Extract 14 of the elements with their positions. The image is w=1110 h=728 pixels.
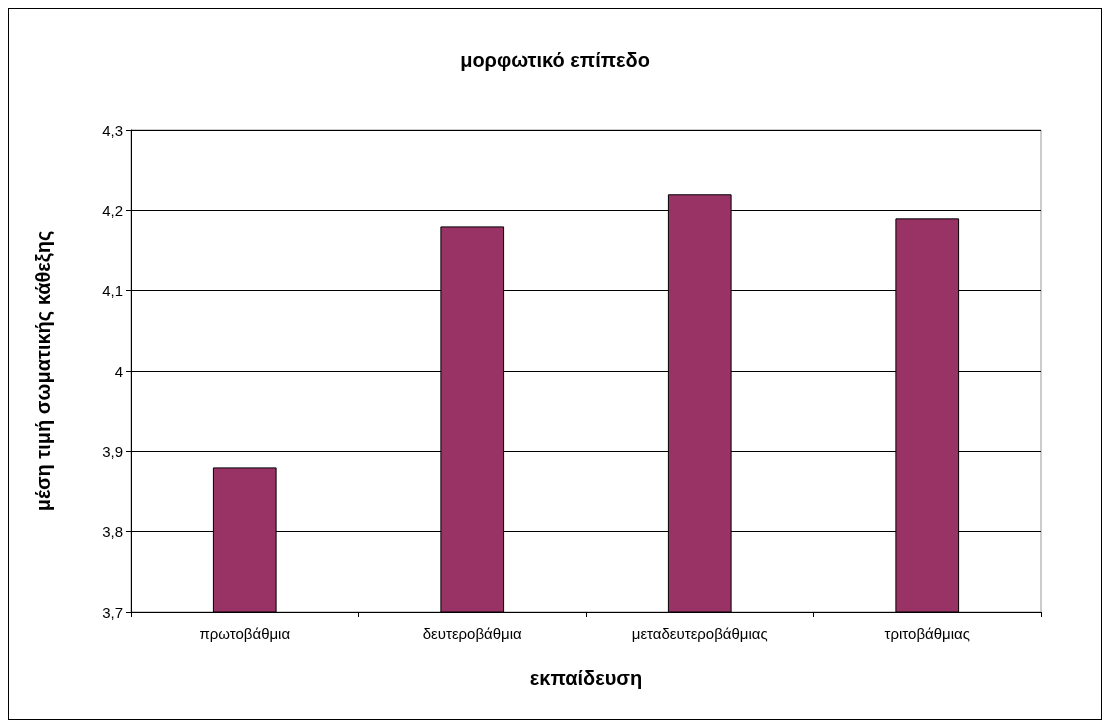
x-tick-label: δευτεροβάθμια bbox=[422, 625, 523, 642]
x-tick-label: τριτοβάθμιας bbox=[884, 625, 970, 642]
x-tick-label: πρωτοβάθμια bbox=[199, 625, 291, 642]
x-tick-label: μεταδευτεροβάθμιας bbox=[631, 625, 768, 642]
y-tick-label: 3,7 bbox=[102, 603, 123, 621]
y-axis-title: μέση τιμή σωματικής κάθεξης bbox=[32, 230, 54, 512]
y-tick-label: 4,3 bbox=[102, 121, 123, 139]
y-tick-label: 4 bbox=[114, 362, 123, 380]
x-axis-title: εκπαίδευση bbox=[529, 667, 643, 689]
y-tick-label: 3,8 bbox=[102, 523, 123, 541]
y-tick-label: 4,2 bbox=[102, 201, 123, 219]
y-tick-label: 3,9 bbox=[102, 442, 123, 460]
y-tick-label: 4,1 bbox=[102, 282, 123, 300]
chart-title: μορφωτικό επίπεδο bbox=[460, 49, 650, 71]
